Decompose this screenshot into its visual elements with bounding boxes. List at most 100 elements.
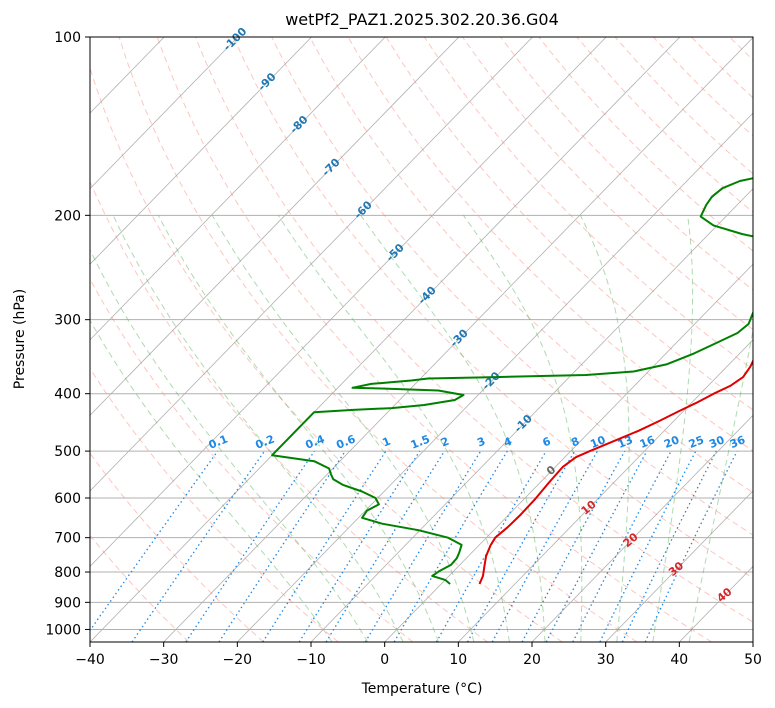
y-tick-label: 1000 [45, 622, 81, 638]
mixing-ratio-label: 1.5 [409, 432, 432, 451]
dewpoint-profile-line [271, 177, 753, 585]
mixing-ratio-line [521, 450, 626, 642]
moist-adiabat-line [652, 215, 694, 642]
isotherm-line [531, 414, 753, 642]
x-axis: −40 −30 −20 −10 0 10 20 30 40 50 [75, 642, 762, 668]
mixing-ratio-label: 0.4 [304, 432, 327, 451]
x-tick-label: 20 [523, 652, 541, 668]
x-tick-label: 30 [597, 652, 615, 668]
dry-adiabat-line [385, 37, 753, 411]
mixing-ratio-line [325, 450, 446, 642]
dry-adiabat-line [194, 37, 753, 623]
moist-adiabat-line [277, 215, 510, 642]
x-tick-label: −10 [296, 652, 326, 668]
isotherm-label: -100 [221, 25, 250, 54]
mixing-ratio-label: 0.6 [334, 432, 357, 451]
isotherm-line [90, 37, 239, 190]
dry-adiabat-line [691, 37, 753, 99]
mixing-ratio-label: 4 [502, 435, 514, 450]
plot-frame [89, 36, 754, 643]
x-tick-label: 40 [670, 652, 688, 668]
dry-adiabat-line [500, 37, 753, 291]
y-tick-label: 700 [54, 531, 81, 547]
dry-adiabat-line [156, 37, 712, 642]
isotherm-line [237, 112, 753, 642]
dry-adiabat-label: 0 [544, 463, 558, 478]
dry-adiabat-line [538, 37, 753, 252]
y-tick-label: 200 [54, 208, 81, 224]
y-tick-label: 800 [54, 565, 81, 581]
mixing-ratio-label: 20 [662, 433, 681, 451]
dry-adiabat-line [768, 37, 775, 642]
mixing-ratio-line [621, 450, 717, 642]
isotherm-line [90, 37, 386, 341]
y-tick-label: 500 [54, 444, 81, 460]
dry-adiabat-line [90, 66, 563, 642]
mixing-ratio-line [644, 450, 738, 642]
isotherm-line [310, 188, 753, 642]
mixing-ratio-label: 25 [687, 433, 706, 451]
dry-adiabat-line [90, 534, 190, 642]
moist-adiabat-line [90, 319, 333, 642]
mixing-ratio-label: 36 [728, 433, 747, 451]
mixing-ratio-label: 16 [638, 433, 657, 451]
dry-adiabat-line [614, 37, 753, 175]
mixing-ratio-line [90, 450, 219, 632]
x-tick-label: −30 [149, 652, 179, 668]
moist-adiabat-line [360, 215, 546, 642]
dry-adiabat-line [90, 278, 414, 642]
dry-adiabat-line [271, 37, 753, 536]
isotherm-line [90, 37, 460, 416]
mixing-ratio-label: 8 [569, 435, 581, 450]
mixing-ratio-line [185, 450, 316, 642]
isotherm-line [605, 490, 753, 642]
x-axis-label: Temperature (°C) [361, 681, 483, 697]
isotherm-line [90, 37, 681, 642]
x-tick-label: −20 [223, 652, 253, 668]
mixing-ratio-line [298, 450, 421, 642]
dry-adiabat-line [90, 452, 264, 642]
dry-adiabat-line [90, 180, 488, 642]
moist-adiabat-line [112, 215, 404, 642]
sounding-profiles [271, 177, 753, 585]
isotherm-line [90, 37, 533, 492]
mixing-ratio-line [131, 450, 266, 642]
isotherm-line [90, 37, 312, 265]
y-tick-label: 100 [54, 30, 81, 46]
dry-adiabat-line [462, 37, 753, 331]
x-tick-label: 10 [449, 652, 467, 668]
mixing-ratio-line [262, 450, 387, 642]
moist-adiabat-line [211, 215, 475, 642]
moist-adiabat-line [462, 215, 583, 642]
moist-adiabat-line [579, 215, 630, 642]
dry-adiabat-line [652, 37, 753, 137]
mixing-ratio-label: 2 [439, 435, 451, 450]
x-tick-label: 0 [380, 652, 389, 668]
mixing-ratio-line [572, 450, 672, 642]
chart-title: wetPf2_PAZ1.2025.302.20.36.G04 [285, 10, 559, 30]
mixing-ratio-line [599, 450, 697, 642]
mixing-ratio-label: 30 [707, 433, 726, 451]
background-guides [90, 37, 775, 642]
mixing-ratio-label: 3 [475, 435, 487, 450]
mixing-ratio-label: 6 [541, 435, 553, 450]
isotherm-line [384, 263, 753, 642]
y-tick-label: 300 [54, 313, 81, 329]
mixing-ratio-label: 1 [380, 435, 392, 450]
mixing-ratio-line [364, 450, 482, 642]
dry-adiabat-line [118, 37, 638, 642]
isotherm-line [163, 37, 753, 642]
dry-adiabat-line [309, 37, 753, 494]
dry-adiabat-line [729, 37, 753, 61]
guide-labels: 0.1 0.2 0.4 0.6 1 1.5 2 3 4 6 8 10 13 16 20 25 30 36-100-… [207, 25, 748, 605]
dry-adiabat-line [347, 37, 753, 452]
isotherm-line [90, 37, 607, 568]
dry-adiabat-line [233, 37, 753, 579]
temperature-profile-line [478, 358, 753, 585]
moist-adiabat-line [90, 248, 369, 642]
x-tick-label: 50 [744, 652, 762, 668]
dry-adiabat-line [576, 37, 753, 213]
mixing-ratio-line [435, 450, 547, 642]
moist-adiabat-line [688, 328, 753, 642]
